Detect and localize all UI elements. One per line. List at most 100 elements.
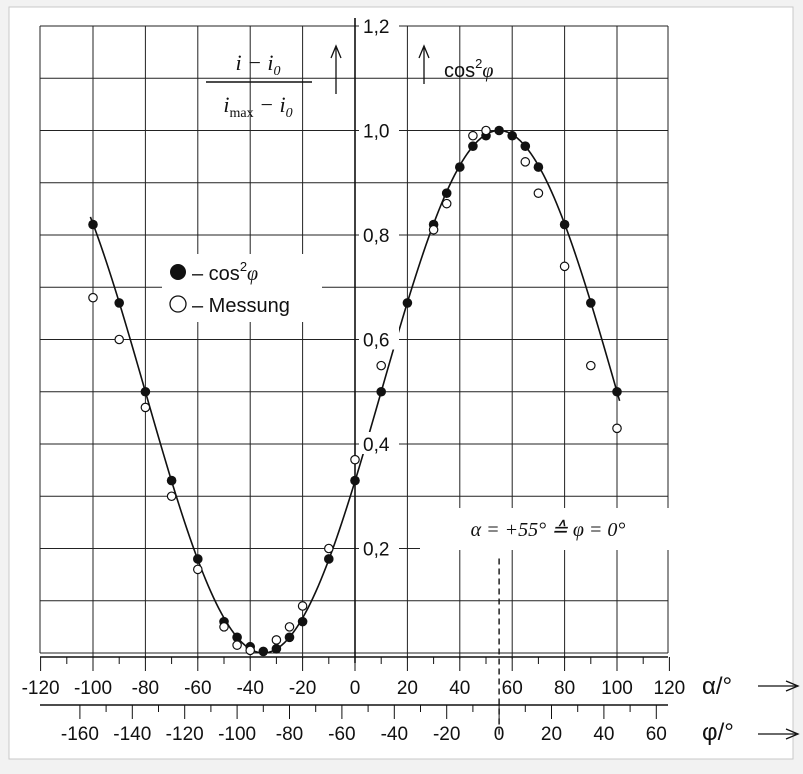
y-tick-label-bg xyxy=(359,118,399,141)
point-messung xyxy=(114,334,124,345)
x-tick-label-alpha: -60 xyxy=(184,678,211,699)
point-cos2phi xyxy=(559,219,570,230)
point-messung xyxy=(520,157,531,167)
point-cos2phi xyxy=(258,646,269,657)
point-messung xyxy=(245,645,255,656)
point-messung xyxy=(585,360,596,371)
point-cos2phi xyxy=(376,386,387,397)
x-axis-arrow-alpha-head xyxy=(785,680,800,692)
point-cos2phi xyxy=(402,298,413,308)
y-tick-label: 0,2 xyxy=(363,540,389,561)
point-cos2phi xyxy=(284,632,295,643)
y-tick-label: 0,8 xyxy=(363,226,389,247)
x-tick-label-alpha: 100 xyxy=(601,678,633,699)
point-messung xyxy=(232,640,242,650)
annotation-box xyxy=(420,508,678,550)
x-tick-label-alpha: 40 xyxy=(449,678,470,699)
point-cos2phi xyxy=(324,554,334,564)
point-cos2phi xyxy=(520,141,531,151)
chart-background xyxy=(8,6,794,760)
x-tick-label-alpha: -120 xyxy=(22,678,60,699)
point-messung xyxy=(533,188,544,198)
point-cos2phi xyxy=(297,616,308,627)
point-messung xyxy=(559,261,570,272)
x-tick-label-phi: -160 xyxy=(61,724,99,745)
x-tick-label-phi: -20 xyxy=(433,724,460,745)
annotation-alpha-phi: α = +55° ≙ φ = 0° xyxy=(471,519,626,541)
x-tick-label-alpha: 60 xyxy=(502,678,523,699)
point-cos2phi xyxy=(140,386,151,397)
y-tick-label-bg xyxy=(359,14,399,36)
point-cos2phi xyxy=(612,386,622,397)
point-cos2phi xyxy=(350,475,360,486)
x2-axis-arrow-phi-head xyxy=(785,728,800,740)
y-tick-label-bg xyxy=(359,327,399,350)
legend-box xyxy=(162,254,322,322)
y-tick-label: 0,4 xyxy=(363,435,390,456)
x-tick-label-phi: -140 xyxy=(113,724,151,745)
point-cos2phi xyxy=(271,644,282,654)
point-messung xyxy=(297,601,308,611)
x2-axis-label-phi: φ/° xyxy=(702,719,734,746)
point-messung xyxy=(468,130,478,141)
point-messung xyxy=(271,635,282,645)
axis-ticks: -120 -100 -80 -60 -40 -20 0 20 40 60 80 100 120-160-… xyxy=(22,14,686,745)
x-tick-label-alpha: -20 xyxy=(289,678,316,699)
point-messung xyxy=(88,292,98,303)
x-tick-label-phi: -80 xyxy=(276,724,303,745)
y-axis-label-right: cos2φ xyxy=(418,44,493,84)
up-arrow-right-head xyxy=(418,44,430,59)
legend-label-messung: – Messung xyxy=(192,295,290,317)
x-tick-label-alpha: -100 xyxy=(74,678,112,699)
point-messung xyxy=(376,360,386,371)
point-messung xyxy=(441,198,452,209)
y-axis-label-fraction: i − i0 imax − i0 xyxy=(206,44,342,121)
point-cos2phi xyxy=(494,125,504,136)
y-axis-label-cos2phi: cos2φ xyxy=(444,56,493,82)
point-cos2phi xyxy=(88,219,98,230)
point-messung xyxy=(284,622,295,632)
y-tick-label: 1,0 xyxy=(363,122,389,143)
x-tick-label-phi: 60 xyxy=(646,724,667,745)
legend-marker-filled xyxy=(170,264,186,280)
point-cos2phi xyxy=(533,162,544,172)
point-messung xyxy=(166,491,177,502)
point-cos2phi xyxy=(441,188,452,198)
x-tick-label-alpha: 20 xyxy=(397,678,418,699)
y-axis-label-denominator: imax − i0 xyxy=(223,92,292,121)
point-messung xyxy=(612,423,622,434)
point-cos2phi xyxy=(193,554,203,564)
point-cos2phi xyxy=(507,130,517,141)
y-tick-label: 0,6 xyxy=(363,331,389,352)
x-tick-label-phi: -100 xyxy=(218,724,256,745)
x-tick-label-alpha: -40 xyxy=(236,678,263,699)
legend-marker-open xyxy=(169,295,187,313)
x-tick-label-phi: -40 xyxy=(381,724,408,745)
point-messung xyxy=(140,402,151,413)
legend: – cos2φ – Messung xyxy=(162,254,322,322)
y-tick-label: 1,2 xyxy=(363,17,389,38)
point-messung xyxy=(481,125,491,136)
x-axis-label-alpha: α/° xyxy=(702,673,732,700)
point-messung xyxy=(323,543,334,554)
y-tick-label-bg xyxy=(359,223,399,245)
point-cos2phi xyxy=(114,298,124,308)
point-messung xyxy=(219,622,229,632)
x-tick-label-phi: 20 xyxy=(541,724,562,745)
point-messung xyxy=(428,224,439,235)
x-tick-label-phi: -120 xyxy=(166,724,204,745)
up-arrow-left-head xyxy=(330,44,342,59)
point-cos2phi xyxy=(166,475,177,486)
legend-label-cos2phi: – cos2φ xyxy=(192,259,258,285)
y-tick-label-bg xyxy=(359,536,399,559)
x-tick-label-alpha: 0 xyxy=(350,678,361,699)
x-tick-label-alpha: 120 xyxy=(654,678,686,699)
y-axis-label-numerator: i − i0 xyxy=(235,50,280,79)
x-tick-label-phi: -60 xyxy=(328,724,355,745)
point-messung xyxy=(350,454,360,465)
x-tick-label-alpha: -80 xyxy=(132,678,159,699)
point-cos2phi xyxy=(232,632,242,643)
point-cos2phi xyxy=(468,141,478,151)
point-cos2phi xyxy=(586,298,596,308)
